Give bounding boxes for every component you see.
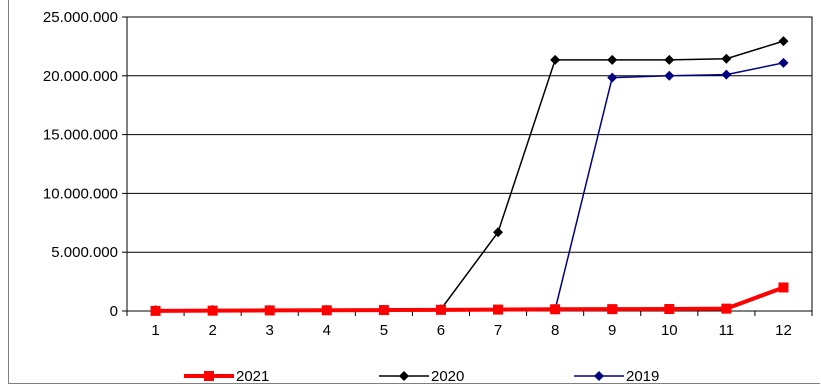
x-tick-label: 11 <box>719 322 735 339</box>
x-tick-label: 6 <box>437 322 445 339</box>
y-tick-label: 0 <box>110 303 118 320</box>
data-point-square <box>204 371 214 381</box>
data-point-diamond <box>664 54 675 65</box>
data-point-square <box>321 305 332 316</box>
data-point-square <box>721 303 732 314</box>
plot-area-border <box>126 16 813 312</box>
legend: 2021 2020 2019 <box>184 368 659 385</box>
data-point-square <box>150 305 161 316</box>
data-point-diamond <box>399 371 409 381</box>
data-point-diamond <box>778 57 789 68</box>
data-point-diamond <box>721 53 732 64</box>
legend-item-2019: 2019 <box>574 368 659 385</box>
data-point-diamond <box>721 69 732 80</box>
legend-label: 2019 <box>626 368 659 385</box>
x-tick-label: 10 <box>661 322 678 339</box>
series-lines <box>150 36 789 316</box>
y-tick-label: 20.000.000 <box>43 68 118 85</box>
legend-label: 2021 <box>236 368 269 385</box>
x-tick-label: 1 <box>151 322 159 339</box>
x-tick-label: 8 <box>551 322 559 339</box>
series-line <box>155 40 784 312</box>
x-tick-label: 7 <box>494 322 502 339</box>
legend-item-2020: 2020 <box>379 368 464 385</box>
legend-label: 2020 <box>431 368 464 385</box>
x-tick-label: 9 <box>608 322 616 339</box>
x-tick-label: 5 <box>380 322 388 339</box>
x-tick-label: 4 <box>323 322 331 339</box>
data-point-diamond <box>594 371 604 381</box>
series-2019 <box>150 57 789 316</box>
series-2020 <box>150 36 789 316</box>
data-point-diamond <box>664 70 675 81</box>
data-point-diamond <box>493 227 504 238</box>
data-point-square <box>435 304 446 315</box>
y-tick-label: 15.000.000 <box>43 127 118 144</box>
data-point-square <box>264 305 275 316</box>
data-point-diamond <box>550 54 561 65</box>
series-line <box>155 62 784 312</box>
y-tick-label: 25.000.000 <box>43 9 118 26</box>
y-tick-label: 10.000.000 <box>43 185 118 202</box>
x-tick-label: 3 <box>266 322 274 339</box>
data-point-square <box>493 304 504 315</box>
series-2021 <box>150 282 789 316</box>
series-line <box>155 285 785 313</box>
x-tick-label: 2 <box>208 322 216 339</box>
chart-area <box>8 0 820 384</box>
gridlines <box>127 16 812 253</box>
data-point-square <box>550 304 561 315</box>
legend-item-2021: 2021 <box>184 368 269 385</box>
data-point-square <box>778 282 789 293</box>
data-point-square <box>378 305 389 316</box>
axes: 0 5.000.000 10.000.000 15.000.000 20.000.000… <box>43 9 813 339</box>
data-point-diamond <box>778 36 789 47</box>
data-point-diamond <box>607 54 618 65</box>
data-point-square <box>607 304 618 315</box>
x-tick-label: 12 <box>775 322 792 339</box>
data-point-diamond <box>607 72 618 83</box>
y-tick-label: 5.000.000 <box>51 244 118 261</box>
data-point-square <box>207 305 218 316</box>
data-point-square <box>664 304 675 315</box>
